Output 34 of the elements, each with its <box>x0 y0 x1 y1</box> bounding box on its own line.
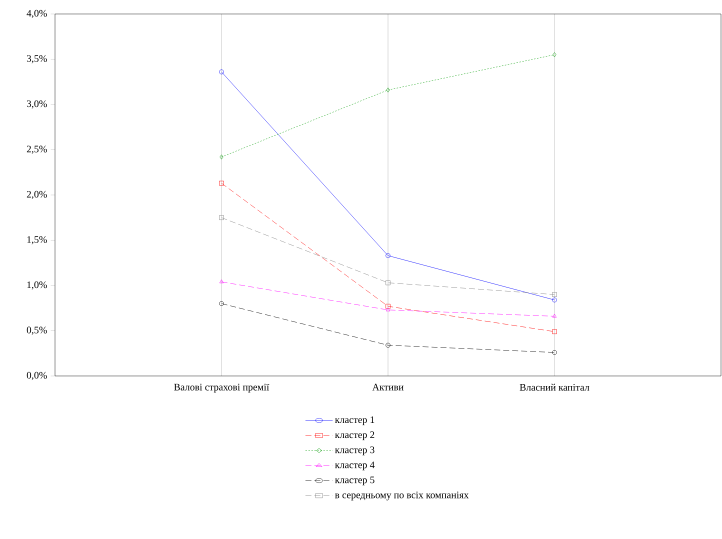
point <box>552 292 557 297</box>
point <box>219 180 224 186</box>
point <box>386 280 390 286</box>
y-tick-label: 2,0% <box>26 190 47 200</box>
legend-label: кластер 5 <box>335 476 374 486</box>
point <box>552 329 557 334</box>
point <box>386 308 390 312</box>
y-tick-label: 2,5% <box>26 146 47 154</box>
point <box>386 253 390 258</box>
point <box>552 52 556 58</box>
x-tick-label: Власний капітал <box>520 384 590 391</box>
legend-label: кластер 2 <box>335 431 374 440</box>
legend-label: кластер 3 <box>335 446 374 456</box>
legend-label: в середньому по всіх компаніях <box>335 492 469 500</box>
legend-label: кластер 4 <box>335 462 375 470</box>
y-tick-label: 0,5% <box>26 326 47 335</box>
y-tick-label: 3,5% <box>26 55 47 64</box>
legend-label: кластер 1 <box>335 416 374 426</box>
y-tick-label: 0,0% <box>26 372 47 380</box>
point <box>386 342 390 348</box>
y-tick-label: 1,5% <box>27 236 47 244</box>
point <box>219 215 224 220</box>
y-tick-label: 3,0% <box>26 100 47 109</box>
point <box>386 304 390 309</box>
point <box>220 154 224 160</box>
point <box>552 314 557 318</box>
y-tick-label: 4,0% <box>26 10 47 18</box>
point <box>219 301 224 306</box>
x-tick-label: Валові страхові премії <box>174 384 270 392</box>
point <box>219 279 224 284</box>
x-tick-label: Активи <box>372 384 404 390</box>
y-tick-label: 1,0% <box>27 281 47 290</box>
point <box>552 350 557 355</box>
point <box>386 88 390 92</box>
